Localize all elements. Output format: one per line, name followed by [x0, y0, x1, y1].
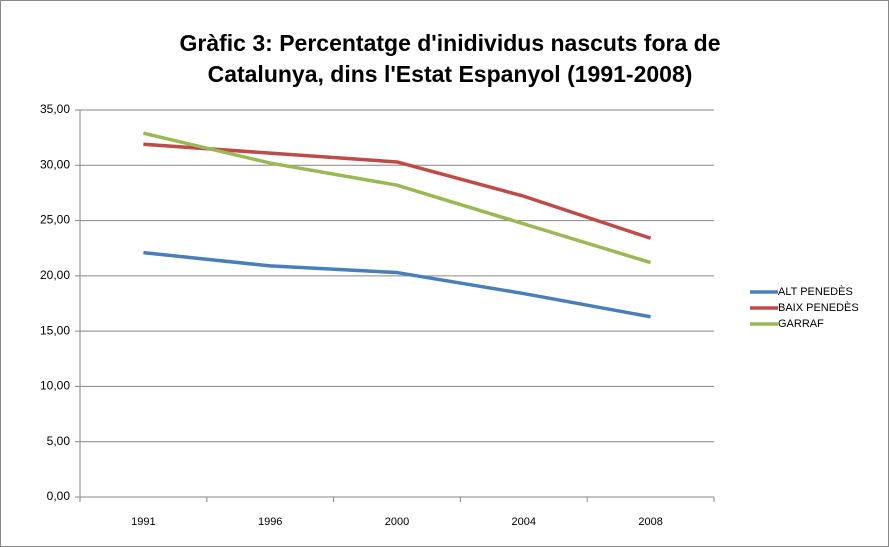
series-line	[142, 131, 652, 265]
x-tick-label: 2000	[385, 516, 409, 528]
y-tick-label: 20,00	[40, 268, 70, 282]
y-tick-label: 35,00	[40, 102, 70, 116]
legend-label: GARRAF	[778, 318, 824, 330]
x-tick-label: 1996	[258, 516, 282, 528]
x-tick-label: 2004	[512, 516, 536, 528]
series-line	[143, 142, 652, 240]
chart-title: Gràfic 3: Percentatge d'inidividus nascu…	[179, 30, 720, 56]
y-tick-label: 30,00	[40, 157, 70, 171]
y-tick-label: 0,00	[47, 489, 71, 503]
x-tick-label: 1991	[131, 516, 155, 528]
series-line	[143, 250, 651, 319]
y-tick-label: 5,00	[47, 434, 71, 448]
x-tick-label: 2008	[638, 516, 662, 528]
legend-label: BAIX PENEDÈS	[778, 301, 859, 314]
legend-label: ALT PENEDÈS	[778, 285, 853, 298]
y-tick-label: 10,00	[40, 379, 70, 393]
chart-title: Catalunya, dins l'Estat Espanyol (1991-2…	[208, 61, 693, 87]
y-tick-label: 25,00	[40, 213, 70, 227]
y-tick-label: 15,00	[40, 323, 70, 337]
